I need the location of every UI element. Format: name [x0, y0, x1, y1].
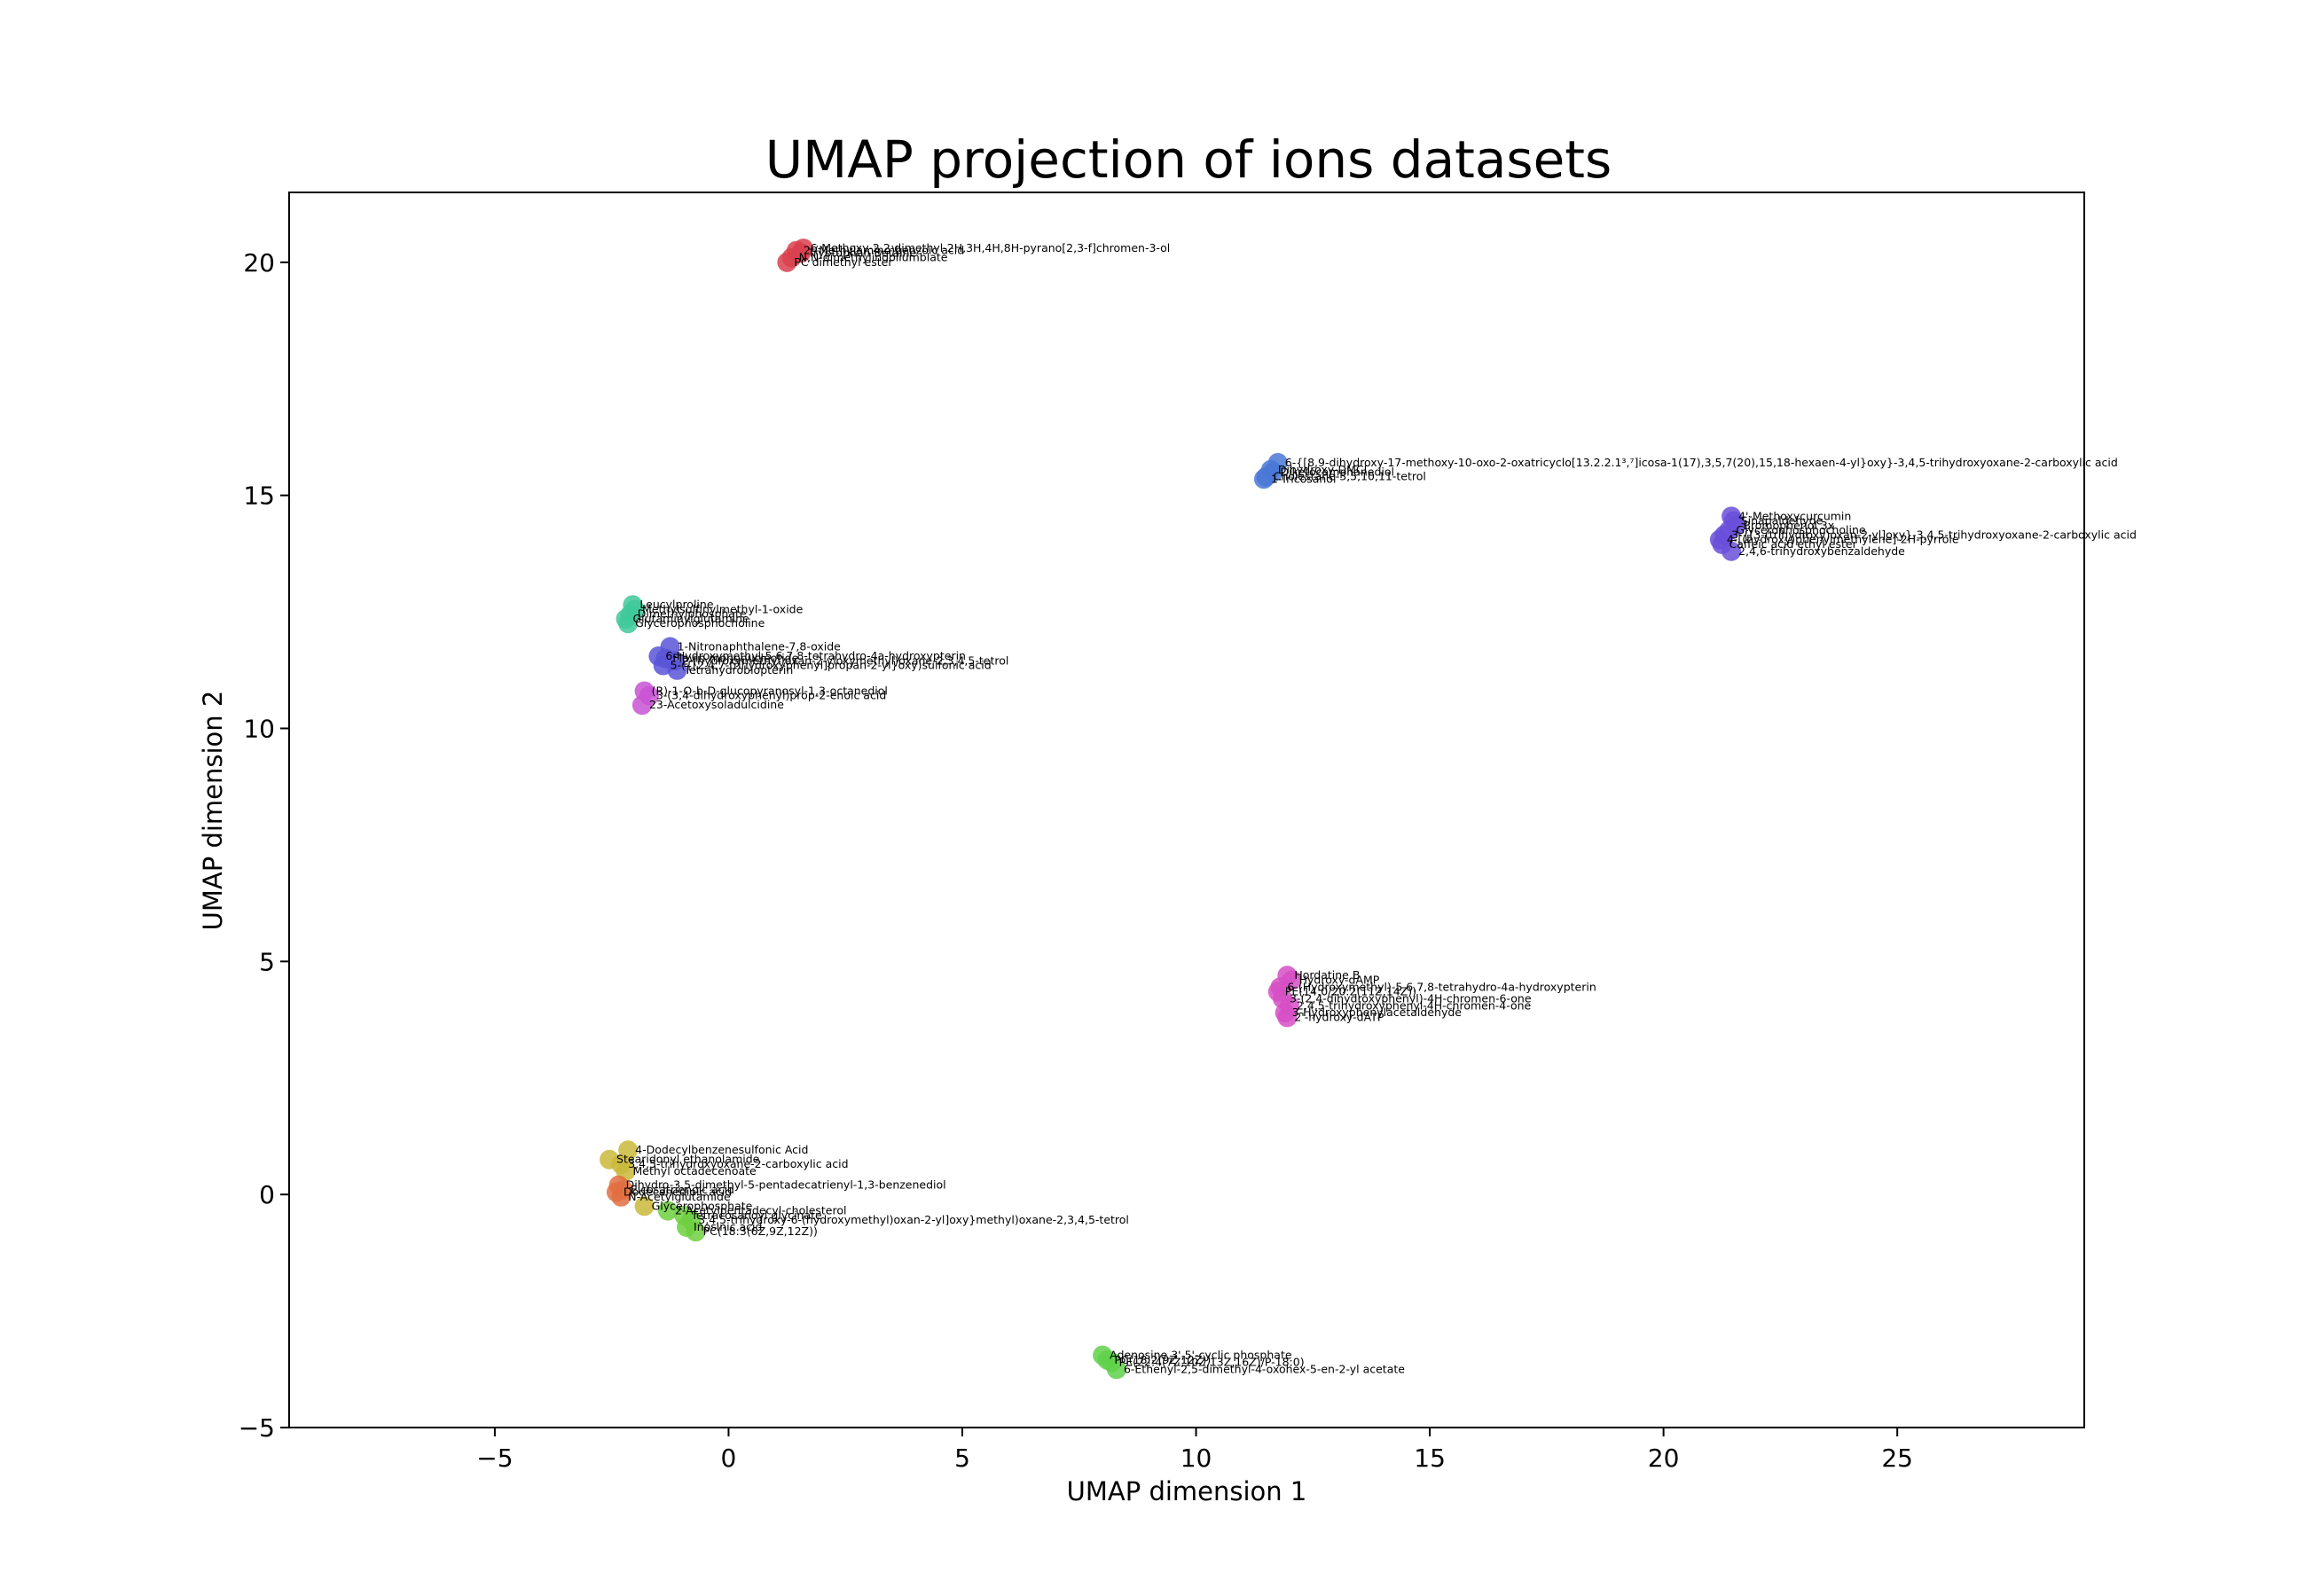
y-tick-label: 10	[243, 715, 275, 744]
chart-title: UMAP projection of ions datasets	[765, 129, 1612, 190]
point-label: Bromophenol 3x	[1743, 519, 1834, 532]
point-label: PE(14:0/20:2(11Z,14Z))	[1285, 985, 1416, 998]
point-label: Hydroxy-dAMP	[1299, 973, 1380, 986]
point-label: 2,4,5-trihydroxyphenyl-4H-chromen-4-one	[1297, 998, 1532, 1012]
point-label: 3-{[3-(trihydroxy)oxan-2-yl]oxy}-3,4,5-t…	[1731, 528, 2137, 541]
point-label: 2'-hydroxy-dATP	[1294, 1010, 1384, 1023]
point-label: 23-Acetoxysoladulcidine	[649, 698, 784, 711]
y-axis-ticks: −5 0 5 10 15 20	[239, 248, 289, 1443]
point-label: Hordatine B	[1294, 968, 1360, 982]
x-tick-label: 20	[1648, 1443, 1680, 1473]
data-point	[1253, 469, 1274, 489]
point-label: N-Acetylglutamide	[628, 1190, 731, 1203]
point-label: 2-(Methylamino)benzoic acid	[804, 244, 964, 257]
point-label: 6-Ethenyl-2,5-dimethyl-4-oxohex-5-en-2-y…	[1124, 1362, 1405, 1375]
point-label: N,N-dimethylindoliumblate	[799, 251, 948, 264]
point-label: Dihydro-3,5-dimethyl-5-pentadecatrienyl-…	[626, 1178, 946, 1192]
point-label: Caffeic acid ethyl ester	[1730, 537, 1858, 551]
point-label: 3,4,5-trihydroxyoxane-2-carboxylic acid	[628, 1157, 848, 1170]
point-label: 3,4,5-trihydroxy-6-(hydroxymethyl)oxan-2…	[698, 1213, 1129, 1226]
point-label: Adenosine 3',5'-cyclic phosphate	[1110, 1349, 1292, 1362]
point-label: Stearidonyl ethanolamide	[616, 1153, 760, 1166]
point-label: Eicosatrienoic acid	[631, 1183, 734, 1196]
point-label: Methyl octadecenoate	[633, 1164, 757, 1177]
point-label: PC dimethyl ester	[794, 255, 893, 269]
point-label: Tetrahydrobiopterin	[683, 663, 793, 677]
data-point	[618, 614, 639, 634]
point-label: Flavin mononucleotide	[672, 652, 798, 665]
point-label: Glycerophosphocholine	[1736, 523, 1865, 536]
point-label: Methylsulfinylmethyl-1-oxide	[642, 602, 804, 615]
point-label: PC(18:2(9Z,12Z))	[1114, 1353, 1211, 1366]
x-tick-label: 25	[1881, 1443, 1913, 1473]
point-label: PE(22:4(7Z,10Z,13Z,16Z)/P-18:0)	[1119, 1355, 1305, 1368]
point-label: 5-({[2,4,7-trihydroxyphenyl]propan-2-yl}…	[671, 659, 992, 672]
point-label: Dodecanedioic acid	[624, 1185, 732, 1199]
data-point	[631, 695, 652, 716]
point-label: Glycerophosphocholine	[635, 616, 765, 630]
y-tick-label: 5	[259, 947, 275, 976]
data-point	[1106, 1359, 1126, 1380]
y-tick-label: 15	[243, 481, 275, 511]
points-layer	[600, 239, 1746, 1380]
point-label: Diketocamphanediol	[1281, 465, 1395, 478]
point-label: Sinapaldehyde	[1741, 514, 1824, 528]
plot-frame	[288, 192, 2085, 1428]
data-point	[634, 1196, 655, 1217]
point-label: 3-(2,4-dihydroxyphenyl)-4H-chromen-6-one	[1290, 991, 1532, 1005]
x-tick-label: 10	[1180, 1443, 1212, 1473]
data-point	[613, 1179, 633, 1200]
data-point	[777, 252, 797, 272]
point-label: Tryptophan Betaine	[807, 246, 916, 259]
x-tick-label: 5	[954, 1443, 970, 1473]
data-point	[667, 660, 687, 680]
point-label: 2-Acetylpentadecyl-cholesterol	[675, 1204, 847, 1217]
point-label: Glutaminylglutamine	[633, 612, 750, 625]
data-point	[1722, 541, 1742, 561]
point-label: 1-Nitronaphthalene-7,8-oxide	[678, 640, 842, 653]
x-tick-label: −5	[476, 1443, 513, 1473]
point-label: Dihydroxy-DMCI	[1278, 463, 1367, 476]
point-label: 3-(3,4-dihydroxyphenyl)prop-2-enoic acid	[656, 689, 886, 702]
point-label: 6-(Hydroxymethyl)-5,6,7,8-tetrahydro-4a-…	[1287, 980, 1596, 993]
point-label: Leucylproline	[639, 598, 713, 611]
y-axis-label: UMAP dimension 2	[198, 691, 228, 931]
x-axis-ticks: −5 0 5 10 15 20 25	[476, 1428, 1913, 1473]
point-label: 6-Hydroxymethyl-5,6,7,8-tetrahydro-4a-hy…	[665, 649, 966, 662]
y-tick-label: 20	[243, 248, 275, 278]
x-tick-label: 15	[1414, 1443, 1446, 1473]
point-label: Cholestane-3,5,10,11-tetrol	[1274, 470, 1426, 483]
point-label: 4-Dodecylbenzenesulfonic Acid	[635, 1143, 808, 1156]
y-tick-label: 0	[259, 1180, 275, 1209]
data-point	[1277, 1007, 1298, 1028]
point-label: 6-Methoxy-2,2-dimethyl-2H,3H,4H,8H-pyran…	[811, 241, 1171, 254]
point-label: 1-Tricosanol	[1271, 472, 1336, 485]
point-label: Dimethylphosphate	[638, 607, 747, 621]
point-label: 4'-Methoxycurcumin	[1738, 509, 1851, 522]
point-label: 3-Hydroxyphenylacetaldehyde	[1292, 1005, 1463, 1019]
x-tick-label: 0	[721, 1443, 737, 1473]
point-label: 2,4,6-trihydroxybenzaldehyde	[1738, 544, 1905, 558]
data-point	[657, 1201, 678, 1221]
point-label: Tetracosanoyl glycinate	[690, 1209, 822, 1222]
point-label: (R)-1-O-b-D-glucopyranosyl-1,3-octanedio…	[652, 684, 888, 697]
point-label: 2-(hydroxymethyl)oxan-2-yloxymethyl)oxan…	[682, 653, 1008, 667]
point-label: Inosinic acid	[694, 1220, 762, 1233]
point-label: PC(18:3(6Z,9Z,12Z))	[703, 1224, 818, 1238]
data-point	[686, 1222, 706, 1242]
y-tick-label: −5	[239, 1413, 275, 1443]
x-axis-label: UMAP dimension 1	[1067, 1476, 1307, 1506]
point-label: Glycerophosphate	[652, 1199, 753, 1212]
point-label: 4-[(hydroxy)phenylmethylene]-2H-pyrrole	[1727, 533, 1959, 546]
point-label: 6-{[8,9-dihydroxy-17-methoxy-10-oxo-2-ox…	[1285, 456, 2118, 469]
